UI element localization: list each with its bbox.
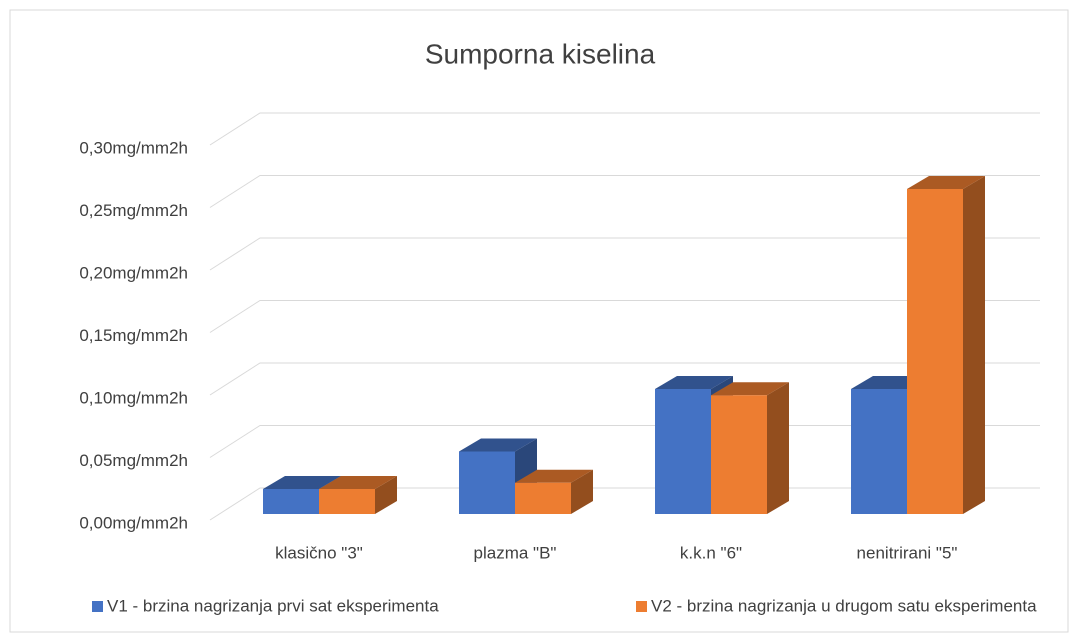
bar xyxy=(851,389,907,514)
y-tick-label: 0,10mg/mm2h xyxy=(79,388,188,407)
legend-label: V2 - brzina nagrizanja u drugom satu eks… xyxy=(651,596,1037,615)
bar-top xyxy=(319,476,397,489)
legend-swatch xyxy=(92,601,103,612)
x-tick-label: k.k.n "6" xyxy=(680,543,742,562)
bar-top xyxy=(263,476,341,489)
grid-line xyxy=(209,237,1040,271)
legend-swatch xyxy=(636,601,647,612)
grid-line xyxy=(209,362,1040,396)
bar xyxy=(711,395,767,514)
bar xyxy=(319,489,375,514)
bar-side xyxy=(963,176,985,514)
y-tick-label: 0,25mg/mm2h xyxy=(79,201,188,220)
chart-border xyxy=(9,9,1069,633)
legend-label: V1 - brzina nagrizanja prvi sat eksperim… xyxy=(107,596,439,615)
grid-line xyxy=(209,112,1040,146)
bar xyxy=(459,451,515,514)
x-tick-label: nenitrirani "5" xyxy=(857,543,958,562)
y-tick-label: 0,05mg/mm2h xyxy=(79,451,188,470)
bar-side xyxy=(375,476,397,514)
x-tick-label: plazma "B" xyxy=(474,543,557,562)
y-tick-label: 0,00mg/mm2h xyxy=(79,513,188,532)
x-tick-label: klasično "3" xyxy=(275,543,363,562)
bar-top xyxy=(515,469,593,483)
bar-side xyxy=(767,382,789,514)
bar-side xyxy=(571,469,593,514)
y-tick-label: 0,15mg/mm2h xyxy=(79,326,188,345)
y-tick-label: 0,30mg/mm2h xyxy=(79,138,188,157)
bar-top xyxy=(459,438,537,452)
grid-line xyxy=(209,300,1040,333)
bar xyxy=(263,489,319,514)
y-tick-label: 0,20mg/mm2h xyxy=(79,263,188,282)
bar-top xyxy=(655,376,733,389)
chart-title: Sumporna kiselina xyxy=(425,38,656,69)
bar-top xyxy=(711,382,789,396)
bar xyxy=(515,482,571,514)
bar xyxy=(655,389,711,514)
grid-line xyxy=(209,175,1040,208)
bar xyxy=(907,189,963,514)
bar-top xyxy=(907,176,985,189)
